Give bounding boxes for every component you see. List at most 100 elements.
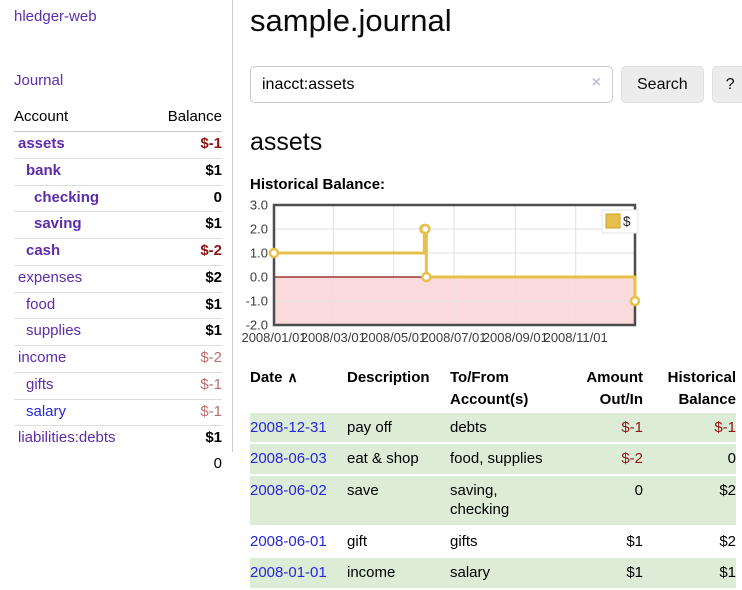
search-input-wrap: × bbox=[250, 66, 613, 103]
account-row: bank $1 bbox=[14, 157, 222, 185]
y-tick-label: 2.0 bbox=[250, 222, 268, 237]
brand-link[interactable]: hledger-web bbox=[14, 8, 97, 25]
account-link[interactable]: salary bbox=[26, 402, 67, 420]
transaction-balance: $1 bbox=[643, 557, 736, 590]
account-row: assets $-1 bbox=[14, 132, 222, 159]
x-tick-label: 2008/05/01 bbox=[361, 330, 426, 345]
main-content: sample.journal × Search ? assets Histori… bbox=[233, 0, 742, 590]
transaction-amount: $-1 bbox=[558, 412, 643, 444]
accounts-total-value: 0 bbox=[213, 455, 222, 472]
x-tick-label: 2008/09/01 bbox=[483, 330, 548, 345]
transaction-amount: 0 bbox=[558, 474, 643, 527]
account-row: supplies $1 bbox=[14, 318, 222, 346]
transaction-accounts: gifts bbox=[450, 525, 558, 558]
account-balance: $2 bbox=[149, 264, 222, 292]
transaction-description: income bbox=[347, 557, 450, 590]
clear-search-icon[interactable]: × bbox=[591, 74, 601, 91]
account-row: saving $1 bbox=[14, 211, 222, 239]
register-row: 2008-12-31 pay off debts $-1 $-1 bbox=[250, 412, 736, 444]
account-link[interactable]: saving bbox=[34, 215, 82, 233]
y-tick-label: -1.0 bbox=[246, 294, 268, 309]
x-tick-label: 2008/03/01 bbox=[301, 330, 366, 345]
plot-border bbox=[272, 203, 637, 327]
data-point-marker bbox=[629, 295, 641, 307]
transaction-amount: $1 bbox=[558, 525, 643, 558]
accounts-total-spacer bbox=[14, 452, 150, 478]
accounts-header-row: Account Balance bbox=[14, 104, 222, 132]
register-rows: 2008-12-31 pay off debts $-1 $-1 2008-06-03 ea… bbox=[250, 412, 736, 590]
transaction-accounts: saving, checking bbox=[450, 474, 558, 527]
transaction-description: eat & shop bbox=[347, 443, 450, 476]
account-link[interactable]: cash bbox=[26, 242, 61, 259]
x-tick-label: 2008/07/01 bbox=[421, 330, 486, 345]
account-link[interactable]: supplies bbox=[26, 322, 82, 340]
account-link[interactable]: food bbox=[26, 295, 56, 313]
account-row: income $-2 bbox=[14, 345, 222, 373]
account-rows: assets $-1 bank $1 checking 0 saving $1 cash $-2 e… bbox=[14, 132, 222, 452]
account-balance: $1 bbox=[149, 211, 222, 239]
register-header-row: Date ∧ Description To/From Account(s) Amo… bbox=[250, 365, 736, 413]
x-tick-label: 2008/11/01 bbox=[544, 330, 608, 345]
transaction-date-link[interactable]: 2008-06-01 bbox=[250, 532, 327, 550]
account-balance: $1 bbox=[149, 291, 222, 319]
search-form: × Search ? bbox=[250, 66, 742, 103]
account-row: expenses $2 bbox=[14, 264, 222, 292]
account-row: liabilities:debts $1 bbox=[14, 425, 222, 452]
search-input[interactable] bbox=[250, 66, 613, 103]
transaction-date-link[interactable]: 2008-06-02 bbox=[250, 481, 327, 499]
register-row: 2008-06-03 eat & shop food, supplies $-2 0 bbox=[250, 443, 736, 476]
account-link[interactable]: assets bbox=[18, 135, 65, 152]
transaction-accounts: debts bbox=[450, 412, 558, 444]
data-point-marker bbox=[420, 223, 431, 235]
register-header-description: Description bbox=[347, 369, 430, 386]
account-balance: 0 bbox=[149, 184, 222, 212]
account-link[interactable]: expenses bbox=[18, 268, 83, 286]
register-table: Date ∧ Description To/From Account(s) Amo… bbox=[250, 365, 736, 590]
transaction-balance: $2 bbox=[643, 525, 736, 558]
help-button[interactable]: ? bbox=[711, 66, 742, 103]
register-row: 2008-06-02 save saving, checking 0 $2 bbox=[250, 474, 736, 527]
transaction-balance: $2 bbox=[643, 474, 736, 527]
transaction-description: pay off bbox=[347, 412, 450, 444]
account-balance: $-2 bbox=[149, 238, 222, 266]
x-tick-label: 2008/01/01 bbox=[241, 330, 306, 345]
transaction-description: save bbox=[347, 474, 450, 527]
sort-asc-icon: ∧ bbox=[287, 369, 298, 385]
transaction-date-link[interactable]: 2008-01-01 bbox=[250, 564, 327, 581]
account-row: food $1 bbox=[14, 291, 222, 319]
register-header-accounts: To/From Account(s) bbox=[450, 369, 529, 408]
search-button[interactable]: Search bbox=[621, 66, 704, 103]
transaction-date-link[interactable]: 2008-12-31 bbox=[250, 418, 327, 436]
transaction-amount: $1 bbox=[558, 557, 643, 590]
sidebar-item-journal[interactable]: Journal bbox=[14, 72, 64, 89]
account-row: checking 0 bbox=[14, 184, 222, 212]
register-row: 2008-01-01 income salary $1 $1 bbox=[250, 557, 736, 590]
y-tick-label: -2.0 bbox=[246, 318, 268, 333]
historical-balance-chart: $3.0 2.0 1.0 0.0 -1.0 -2.0 2008/01/01 2008/03/0… bbox=[241, 198, 742, 353]
register-header-date[interactable]: Date ∧ bbox=[250, 369, 298, 386]
transaction-description: gift bbox=[347, 525, 450, 558]
transaction-date-link[interactable]: 2008-06-03 bbox=[250, 450, 327, 467]
account-heading: assets bbox=[250, 128, 323, 156]
account-balance: $-1 bbox=[200, 135, 222, 152]
account-balance: $-1 bbox=[149, 371, 222, 399]
y-tick-label: 1.0 bbox=[250, 246, 268, 261]
account-balance: $-2 bbox=[149, 345, 222, 373]
account-link[interactable]: income bbox=[18, 349, 67, 366]
legend-label: $ bbox=[623, 214, 631, 229]
data-point-marker bbox=[421, 271, 432, 283]
sidebar: hledger-web Journal Account Balance asse… bbox=[0, 0, 233, 472]
transaction-amount: $-2 bbox=[558, 443, 643, 476]
account-link[interactable]: gifts bbox=[26, 375, 54, 393]
accounts-header-account: Account bbox=[14, 104, 150, 132]
account-balance: $-1 bbox=[149, 398, 222, 426]
account-row: gifts $-1 bbox=[14, 371, 222, 399]
account-link[interactable]: liabilities:debts bbox=[18, 429, 116, 447]
account-link[interactable]: bank bbox=[26, 161, 62, 179]
chart-title: Historical Balance: bbox=[250, 176, 386, 193]
account-link[interactable]: checking bbox=[34, 188, 100, 206]
accounts-header-balance: Balance bbox=[149, 104, 222, 132]
legend-swatch bbox=[605, 213, 621, 229]
transaction-balance: 0 bbox=[643, 443, 736, 476]
